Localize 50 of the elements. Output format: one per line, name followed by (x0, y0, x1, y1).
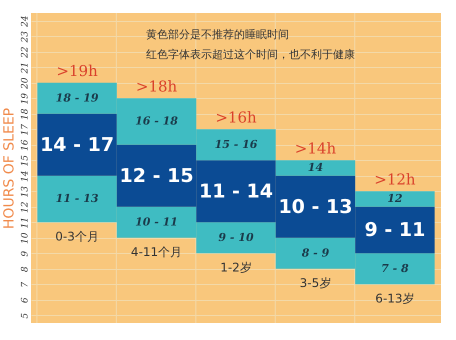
bar (355, 191, 435, 207)
y-tick-label: 12 (20, 201, 30, 213)
annotation: 14 - 17 (40, 134, 114, 156)
bar (276, 160, 356, 176)
y-tick-label: 19 (20, 92, 30, 104)
y-tick-label: 6 (20, 297, 30, 304)
annotation: 8 - 9 (300, 246, 330, 260)
annotation: >19h (56, 62, 98, 80)
y-tick-label: 7 (20, 282, 30, 288)
annotation: 9 - 11 (364, 219, 426, 241)
y-tick-label: 22 (20, 46, 30, 59)
annotation: >12h (374, 170, 416, 188)
y-tick-label: 13 (20, 186, 30, 198)
x-tick-label: 3-5岁 (300, 276, 332, 290)
annotation: >16h (215, 108, 257, 126)
x-tick-label: 4-11个月 (130, 244, 182, 259)
y-tick-label: 15 (20, 154, 30, 166)
y-tick-label: 14 (20, 170, 30, 182)
annotation: >14h (294, 139, 336, 158)
y-tick-label: 20 (20, 77, 30, 90)
y-tick-label: 16 (20, 139, 30, 151)
y-tick-label: 24 (20, 15, 30, 28)
annotation: 15 - 16 (214, 138, 258, 151)
y-tick-label: 11 (20, 217, 30, 228)
x-tick-label: 0-3个月 (55, 229, 99, 244)
x-tick-label: 1-2岁 (220, 260, 252, 274)
x-tick-label: 6-13岁 (375, 291, 415, 306)
annotation: 18 - 19 (56, 91, 99, 104)
annotation: 7 - 8 (381, 262, 410, 275)
y-tick-label: 8 (20, 266, 30, 272)
y-axis-title: HOURS OF SLEEP (2, 108, 18, 230)
annotation: >18h (136, 77, 178, 96)
y-tick-label: 9 (20, 250, 30, 257)
annotation: 红色字体表示超过这个时间，也不利于健康 (146, 48, 355, 61)
annotation: 12 - 15 (120, 164, 194, 187)
annotation: 黄色部分是不推荐的睡眠时间 (146, 28, 289, 41)
y-tick-label: 17 (20, 124, 30, 136)
annotation: 12 (387, 192, 403, 205)
annotation: 10 - 11 (135, 215, 178, 228)
y-tick-label: 21 (20, 62, 30, 74)
annotation: 11 - 14 (199, 180, 273, 202)
annotation: 16 - 18 (135, 114, 178, 128)
annotation: 14 (308, 161, 324, 174)
annotation: 10 - 13 (278, 196, 352, 218)
annotation: 9 - 10 (218, 230, 254, 244)
y-tick-label: 5 (20, 312, 30, 319)
annotation: 11 - 13 (56, 192, 99, 205)
y-tick-label: 10 (20, 232, 30, 244)
y-tick-label: 23 (20, 30, 30, 44)
y-tick-label: 18 (20, 108, 30, 120)
